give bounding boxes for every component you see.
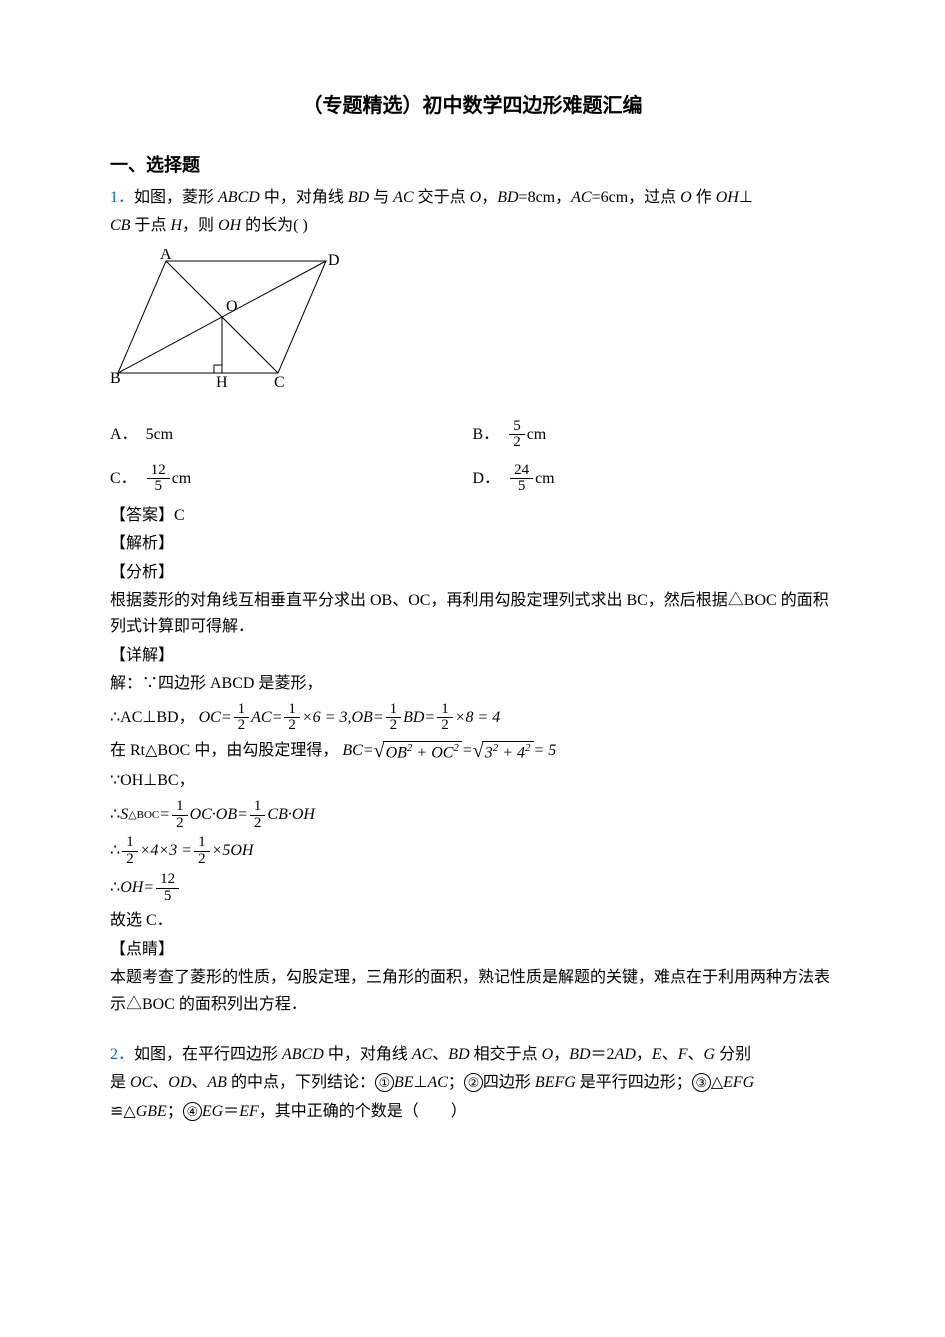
- circled-3: ③: [692, 1073, 711, 1092]
- q1-stem: 1．如图，菱形 ABCD 中，对角线 BD 与 AC 交于点 O，BD=8cm，…: [110, 185, 835, 211]
- circled-1: ①: [375, 1073, 394, 1092]
- answer-row: 【答案】C: [110, 503, 835, 529]
- fenxi-label: 【分析】: [110, 560, 835, 586]
- rhombus-diagram: A D B C O H: [110, 249, 340, 389]
- sol-l1: 解：∵四边形 ABCD 是菱形，: [110, 671, 835, 697]
- page: （专题精选）初中数学四边形难题汇编 一、选择题 1．如图，菱形 ABCD 中，对…: [0, 0, 945, 1337]
- choice-A: A． 5cm: [110, 413, 473, 457]
- sol-l5: ∴ S△BOC = 12 OC·OB = 12 CB·OH: [110, 799, 835, 832]
- choice-C: C． 125 cm: [110, 457, 473, 501]
- q2-number: 2．: [110, 1046, 134, 1063]
- q1-stem-line2: CB 于点 H，则 OH 的长为( ): [110, 213, 835, 239]
- dianjing-text: 本题考查了菱形的性质，勾股定理，三角形的面积，熟记性质是解题的关键，难点在于利用…: [110, 965, 835, 1018]
- circled-2: ②: [464, 1073, 483, 1092]
- pt-H: H: [216, 374, 228, 389]
- sol-l4: ∵OH⊥BC，: [110, 768, 835, 794]
- q1-number: 1．: [110, 189, 134, 206]
- choice-B: B． 52 cm: [473, 413, 836, 457]
- q2-line1: 2．如图，在平行四边形 ABCD 中，对角线 AC、BD 相交于点 O，BD＝2…: [110, 1042, 835, 1068]
- dianjing-label: 【点睛】: [110, 937, 835, 963]
- q2-line3: ≌△GBE；④EG＝EF，其中正确的个数是（ ）: [110, 1099, 835, 1125]
- fenxi-text: 根据菱形的对角线互相垂直平分求出 OB、OC，再利用勾股定理列式求出 BC，然后…: [110, 588, 835, 641]
- pt-D: D: [328, 252, 340, 269]
- page-title: （专题精选）初中数学四边形难题汇编: [110, 90, 835, 123]
- xiangjie-label: 【详解】: [110, 643, 835, 669]
- sol-l6: ∴ 12 ×4×3 = 12 ×5 OH: [110, 835, 835, 868]
- q1-figure: A D B C O H: [110, 249, 835, 398]
- section-heading: 一、选择题: [110, 151, 835, 181]
- circled-4: ④: [183, 1102, 202, 1121]
- sol-l3: 在 Rt△BOC 中，由勾股定理得， BC = √OB2 + OC2 = √32…: [110, 738, 835, 764]
- pt-O: O: [226, 298, 238, 315]
- q1-choices: A． 5cm B． 52 cm C． 125 cm D． 245 cm: [110, 413, 835, 501]
- pt-A: A: [160, 249, 172, 263]
- pt-B: B: [110, 370, 121, 387]
- jiexi-label: 【解析】: [110, 531, 835, 557]
- q2-line2: 是 OC、OD、AB 的中点，下列结论：①BE⊥AC；②四边形 BEFG 是平行…: [110, 1070, 835, 1096]
- choice-D: D． 245 cm: [473, 457, 836, 501]
- sol-l8: 故选 C．: [110, 908, 835, 934]
- pt-C: C: [274, 374, 285, 389]
- sol-l2: ∴AC⊥BD， OC = 12 AC = 12 ×6 = 3, OB = 12 …: [110, 702, 835, 735]
- sol-l7: ∴ OH = 125: [110, 872, 835, 905]
